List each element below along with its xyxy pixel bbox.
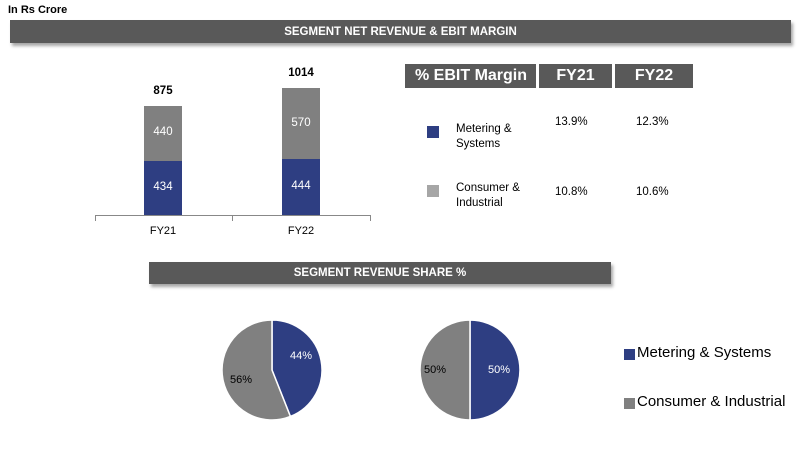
- legend-swatch-consumer: [624, 398, 635, 409]
- bar-segment: [144, 160, 182, 215]
- x-axis-tick: [370, 215, 371, 221]
- bar-total-label: 875: [153, 84, 173, 97]
- revenue-ebit-banner: SEGMENT NET REVENUE & EBIT MARGIN: [10, 20, 791, 43]
- x-tick-label: FY22: [287, 225, 315, 237]
- revenue-ebit-banner-text: SEGMENT NET REVENUE & EBIT MARGIN: [284, 25, 517, 38]
- x-axis-tick: [232, 215, 233, 221]
- bar-segment: [282, 88, 320, 160]
- x-axis-tick: [95, 215, 96, 221]
- revenue-share-banner-text: SEGMENT REVENUE SHARE %: [293, 267, 467, 279]
- ebit-header-fy22: FY22: [634, 67, 674, 84]
- pie-slice: [419, 319, 471, 421]
- legend-label-metering: Metering & Systems: [637, 344, 772, 361]
- pie-slice: [469, 319, 521, 421]
- pie-slice-label: 44%: [290, 350, 313, 362]
- bar-segment: [282, 159, 320, 215]
- ebit-margin-table: % EBIT Margin FY21 FY22: [405, 64, 693, 88]
- pie-slice: [221, 319, 292, 421]
- metering-swatch: [427, 126, 439, 138]
- ebit-row-label-line: Industrial: [456, 197, 503, 209]
- legend-label-consumer: Consumer & Industrial: [637, 393, 786, 410]
- bar-value-label: 570: [291, 116, 311, 129]
- pie-svg: [221, 319, 323, 421]
- ebit-header-divider: [612, 64, 615, 88]
- ebit-table-header: % EBIT Margin FY21 FY22: [405, 64, 693, 88]
- pie-slice-label: 50%: [424, 364, 447, 376]
- revenue-share-pie-fy21: 44% 56%: [218, 316, 326, 424]
- pie-svg: [419, 319, 521, 421]
- ebit-metering-fy21: 13.9%: [555, 116, 588, 128]
- bar-value-label: 434: [153, 180, 173, 193]
- ebit-header-divider: [536, 64, 539, 88]
- bar-segment: [144, 105, 182, 161]
- ebit-row-label-line: Metering &: [456, 123, 512, 135]
- ebit-row-label-consumer: Consumer & Industrial: [456, 181, 520, 211]
- x-tick-label: FY21: [149, 225, 177, 237]
- bar-total-label: 1014: [288, 67, 314, 79]
- ebit-header-metric: % EBIT Margin: [415, 67, 528, 84]
- ebit-row-label-metering: Metering & Systems: [456, 122, 512, 152]
- unit-label: In Rs Crore: [8, 4, 68, 16]
- consumer-swatch: [427, 185, 439, 197]
- ebit-metering-fy22: 12.3%: [636, 116, 669, 128]
- ebit-row-label-line: Systems: [456, 138, 501, 150]
- bar-value-label: 444: [291, 180, 311, 193]
- ebit-row-label-line: Consumer &: [456, 182, 520, 194]
- ebit-consumer-fy22: 10.6%: [636, 186, 669, 198]
- ebit-header-fy21: FY21: [556, 67, 595, 84]
- revenue-share-banner: SEGMENT REVENUE SHARE %: [149, 262, 611, 284]
- pie-slice: [271, 319, 323, 418]
- legend-swatch-metering: [624, 349, 635, 360]
- revenue-share-pie-fy22: 50% 50%: [416, 316, 524, 424]
- pie-slice-label: 50%: [488, 364, 511, 376]
- pie-slice-label: 56%: [230, 374, 253, 386]
- segment-revenue-bar-chart: 434 440 875 FY21 444 570 1014 FY22: [0, 0, 400, 260]
- bar-value-label: 440: [153, 126, 173, 139]
- ebit-consumer-fy21: 10.8%: [555, 186, 588, 198]
